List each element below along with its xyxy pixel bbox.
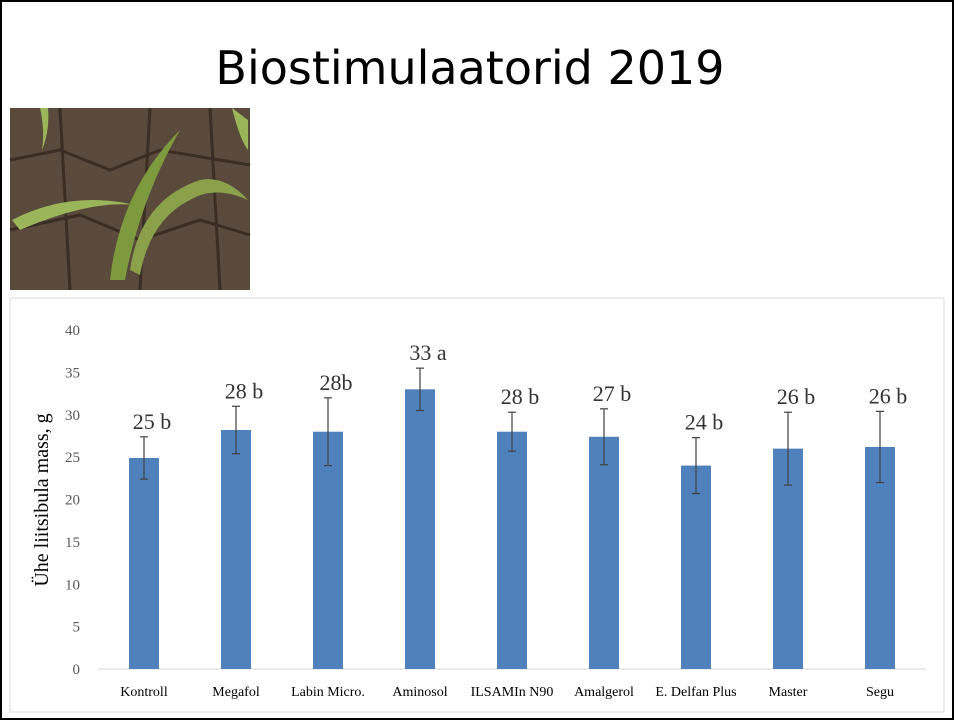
data-label: 25 b bbox=[133, 409, 172, 434]
data-label: 26 b bbox=[869, 383, 908, 408]
data-label: 28b bbox=[320, 370, 353, 395]
data-label: 26 b bbox=[777, 384, 816, 409]
data-label: 24 b bbox=[685, 410, 724, 435]
x-tick-label: ILSAMIn N90 bbox=[471, 685, 554, 700]
y-tick-label: 10 bbox=[65, 577, 80, 593]
x-tick-label: Master bbox=[769, 685, 808, 700]
x-tick-label: Kontroll bbox=[120, 685, 168, 700]
y-tick-label: 25 bbox=[65, 450, 80, 466]
x-tick-label: Aminosol bbox=[392, 685, 447, 700]
y-tick-label: 5 bbox=[73, 620, 81, 636]
data-label: 27 b bbox=[593, 381, 632, 406]
y-axis-label: Ühe liitsibula mass, g bbox=[30, 413, 53, 586]
data-label: 33 a bbox=[409, 340, 447, 365]
bar bbox=[681, 465, 711, 669]
bar bbox=[865, 446, 895, 669]
data-label: 28 b bbox=[501, 384, 540, 409]
y-tick-label: 40 bbox=[65, 323, 80, 339]
x-tick-label: Segu bbox=[866, 685, 894, 700]
y-tick-label: 20 bbox=[65, 493, 80, 509]
x-tick-label: E. Delfan Plus bbox=[655, 685, 736, 700]
y-tick-label: 30 bbox=[65, 408, 80, 424]
bar bbox=[497, 431, 527, 669]
y-tick-label: 35 bbox=[65, 365, 80, 381]
data-label: 28 b bbox=[225, 378, 264, 403]
chart-title: Biostimulaatorid 2019 bbox=[215, 41, 724, 95]
bar bbox=[221, 430, 251, 669]
x-tick-label: Amalgerol bbox=[574, 685, 634, 700]
y-tick-label: 0 bbox=[73, 662, 81, 678]
photo bbox=[9, 107, 251, 291]
bar bbox=[589, 436, 619, 669]
x-tick-label: Labin Micro. bbox=[291, 685, 365, 700]
bar bbox=[405, 389, 435, 669]
bar bbox=[129, 457, 159, 669]
x-tick-label: Megafol bbox=[212, 685, 260, 700]
bar bbox=[313, 431, 343, 669]
y-tick-label: 15 bbox=[65, 535, 80, 551]
